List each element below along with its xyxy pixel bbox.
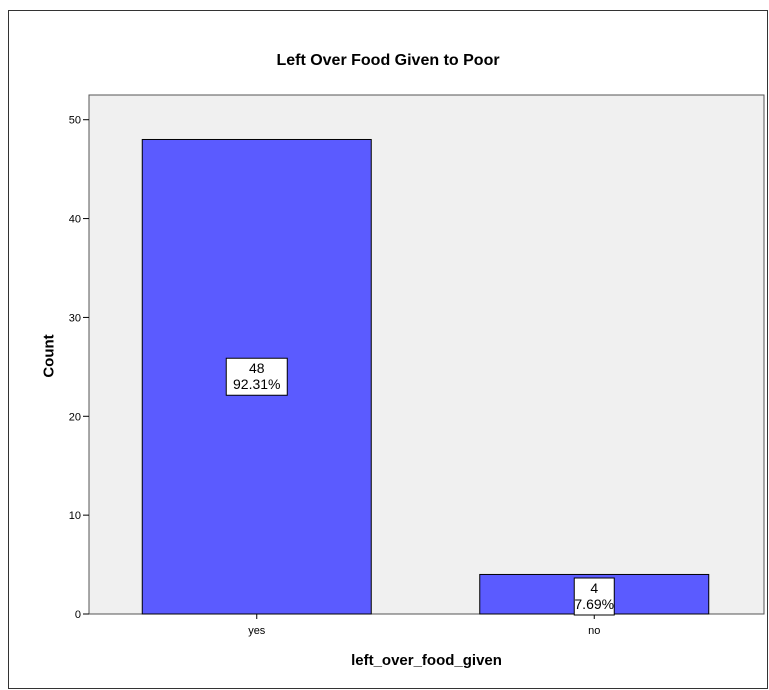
- data-label-count: 4: [590, 580, 598, 596]
- data-label-box: [573, 577, 615, 616]
- y-tick-label: 40: [69, 214, 81, 226]
- data-label-count: 48: [249, 360, 265, 376]
- x-axis-label: left_over_food_given: [351, 652, 502, 669]
- data-label-percent: 92.31%: [233, 376, 280, 392]
- data-label-percent: 7.69%: [574, 596, 614, 612]
- y-tick-label: 20: [69, 411, 81, 423]
- y-tick-label: 30: [69, 312, 81, 324]
- data-label-box: [225, 357, 288, 396]
- chart-title: Left Over Food Given to Poor: [276, 52, 500, 69]
- y-tick-label: 50: [69, 115, 81, 127]
- x-tick-label: yes: [248, 625, 266, 637]
- x-tick-label: no: [588, 625, 600, 637]
- y-tick-label: 10: [69, 510, 81, 522]
- y-tick-label: 0: [75, 609, 81, 621]
